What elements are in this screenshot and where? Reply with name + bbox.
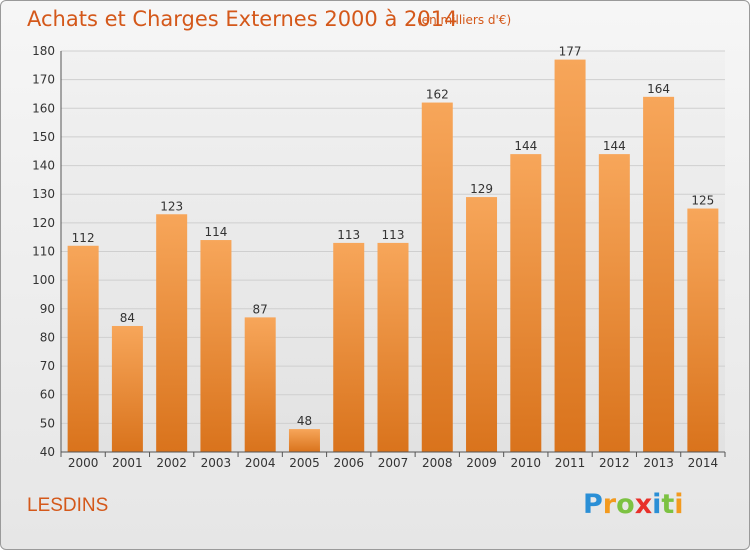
x-tick-label: 2006 — [333, 456, 364, 470]
data-label: 87 — [253, 302, 268, 316]
chart-subtitle: (en milliers d'€) — [417, 13, 512, 27]
logo-letter: o — [616, 489, 635, 520]
y-axis: 40 50 60 70 80 90 100 110 120 130 140 150 160 170 180 — [32, 44, 62, 459]
data-label: 114 — [204, 225, 227, 239]
bar-2014 — [687, 208, 719, 452]
bar-2008 — [421, 102, 453, 453]
y-tick-label: 160 — [32, 101, 55, 115]
bar-2002 — [156, 214, 188, 452]
bar-2005 — [288, 429, 320, 452]
chart-title: Achats et Charges Externes 2000 à 2014 — [27, 7, 458, 31]
y-tick-label: 80 — [40, 330, 55, 344]
y-tick-label: 60 — [40, 388, 55, 402]
data-label: 177 — [559, 45, 582, 59]
y-tick-label: 180 — [32, 44, 55, 58]
data-label: 113 — [382, 228, 405, 242]
data-label: 144 — [514, 139, 537, 153]
bar-2009 — [466, 197, 498, 452]
y-tick-label: 90 — [40, 302, 55, 316]
y-tick-label: 170 — [32, 73, 55, 87]
y-tick-label: 120 — [32, 216, 55, 230]
logo-letter: i — [652, 489, 662, 520]
x-tick-label: 2004 — [245, 456, 276, 470]
y-tick-label: 40 — [40, 445, 55, 459]
x-tick-label: 2011 — [555, 456, 586, 470]
bars — [67, 59, 719, 453]
data-label: 123 — [160, 199, 183, 213]
bar-2011 — [554, 59, 586, 452]
place-name: LESDINS — [27, 495, 109, 516]
logo-letter: r — [602, 489, 617, 520]
x-tick-label: 2002 — [156, 456, 187, 470]
x-tick-label: 2009 — [466, 456, 497, 470]
y-tick-label: 110 — [32, 245, 55, 259]
bar-2013 — [643, 96, 675, 452]
bar-2007 — [377, 242, 409, 452]
y-tick-label: 50 — [40, 416, 55, 430]
data-label: 164 — [647, 82, 670, 96]
y-tick-label: 140 — [32, 159, 55, 173]
logo-letter: t — [661, 489, 675, 520]
data-label: 125 — [691, 194, 714, 208]
logo-letter: x — [634, 489, 653, 520]
y-tick-label: 100 — [32, 273, 55, 287]
bar-2000 — [67, 245, 99, 452]
data-label: 144 — [603, 139, 626, 153]
data-label: 113 — [337, 228, 360, 242]
bar-2012 — [598, 154, 630, 452]
bar-2003 — [200, 240, 232, 452]
data-labels: 112 84 123 114 87 48 113 113 162 129 144 177 144 164 1… — [72, 45, 715, 428]
data-label: 84 — [120, 311, 135, 325]
x-tick-label: 2014 — [688, 456, 719, 470]
bar-2004 — [244, 317, 276, 452]
y-tick-label: 130 — [32, 187, 55, 201]
bar-2010 — [510, 154, 542, 452]
x-tick-label: 2008 — [422, 456, 453, 470]
x-tick-label: 2007 — [378, 456, 409, 470]
proxiti-logo[interactable]: Proxiti — [583, 489, 684, 520]
logo-letter: i — [674, 489, 684, 520]
x-tick-label: 2010 — [511, 456, 542, 470]
x-tick-label: 2001 — [112, 456, 143, 470]
x-tick-label: 2000 — [68, 456, 99, 470]
y-tick-label: 70 — [40, 359, 55, 373]
data-label: 112 — [72, 231, 95, 245]
x-tick-label: 2003 — [201, 456, 232, 470]
bar-2001 — [111, 325, 143, 452]
bar-2006 — [333, 242, 365, 452]
data-label: 129 — [470, 182, 493, 196]
data-label: 162 — [426, 88, 449, 102]
x-tick-label: 2012 — [599, 456, 630, 470]
x-tick-label: 2013 — [643, 456, 674, 470]
x-tick-label: 2005 — [289, 456, 320, 470]
y-tick-label: 150 — [32, 130, 55, 144]
data-label: 48 — [297, 414, 312, 428]
logo-letter: P — [583, 489, 603, 520]
x-axis: 2000 2001 2002 2003 2004 2005 2006 2007 2008 2009… — [60, 451, 726, 470]
